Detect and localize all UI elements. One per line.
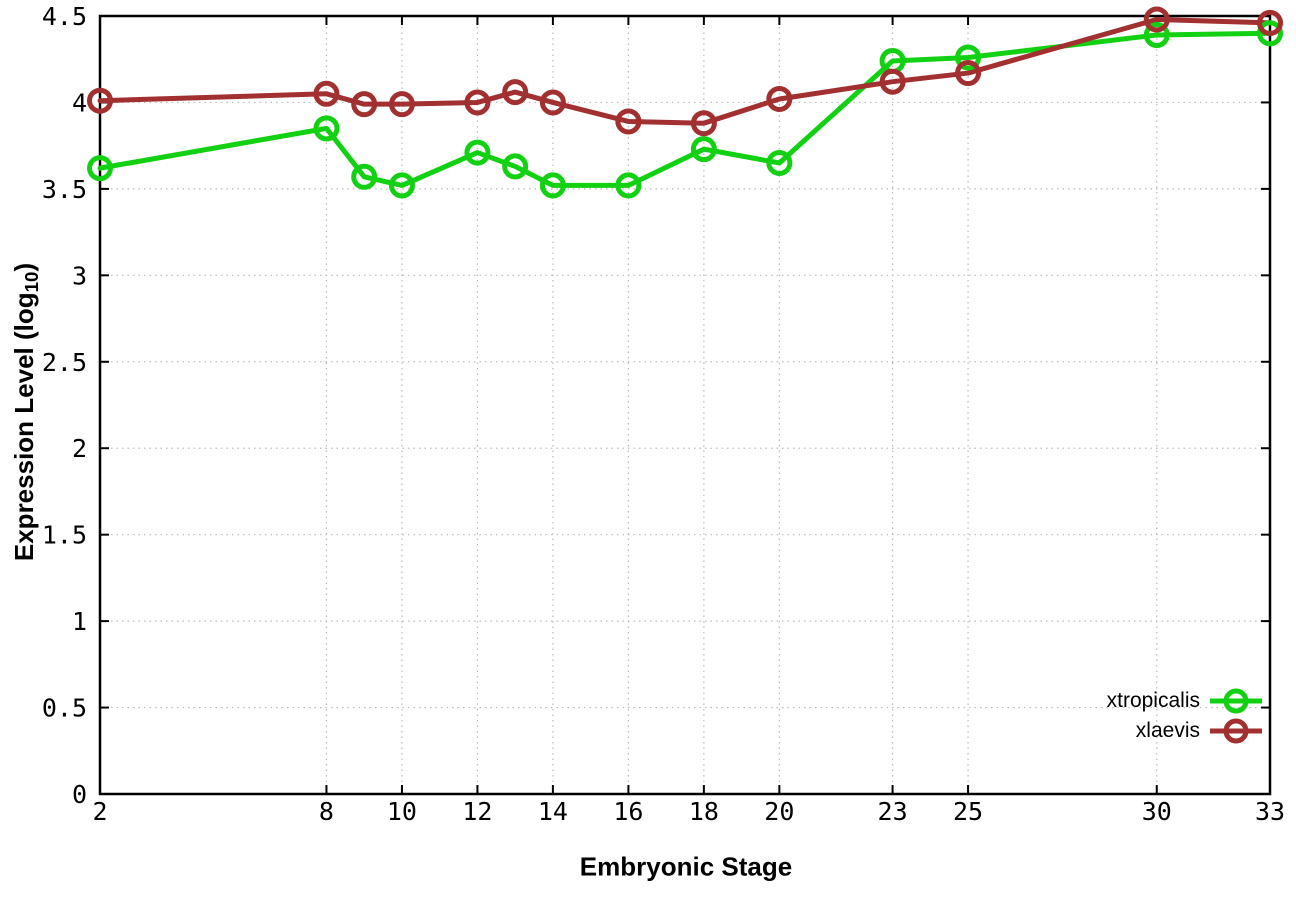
- y-tick-label: 0.5: [42, 694, 87, 723]
- data-point-marker-xlaevis: [539, 89, 566, 116]
- data-point-marker-xtropicalis: [955, 44, 982, 71]
- series-line-xlaevis: [97, 16, 1273, 126]
- data-point-marker-xtropicalis: [539, 172, 566, 199]
- data-point-marker-xtropicalis: [615, 172, 642, 199]
- data-point-marker-xtropicalis: [464, 139, 491, 166]
- data-point-marker-xlaevis: [313, 80, 340, 107]
- data-point-marker-xtropicalis: [388, 172, 415, 199]
- y-tick-label: 1.5: [42, 521, 87, 550]
- y-tick-label: 4.5: [42, 2, 87, 31]
- y-tick-label: 3: [72, 261, 87, 290]
- data-point-marker-xtropicalis: [313, 115, 340, 142]
- y-axis-title-text: Expression Level (log: [9, 292, 40, 562]
- x-tick-label: 33: [1255, 797, 1285, 826]
- legend: xtropicalis xlaevis: [1107, 688, 1262, 744]
- legend-item-xlaevis: xlaevis: [1136, 718, 1262, 744]
- legend-item-xtropicalis: xtropicalis: [1107, 688, 1262, 714]
- data-point-marker-xlaevis: [1257, 9, 1283, 36]
- legend-label-xtropicalis: xtropicalis: [1106, 689, 1200, 712]
- y-tick-label: 0: [72, 780, 87, 809]
- data-point-marker-xtropicalis: [351, 163, 378, 190]
- line-point-sample-icon: [1210, 718, 1262, 744]
- series-line-xtropicalis: [97, 30, 1273, 188]
- y-tick-label: 4: [72, 88, 87, 117]
- x-tick-label: 18: [689, 797, 719, 826]
- x-tick-label: 30: [1142, 797, 1172, 826]
- legend-label-xlaevis: xlaevis: [1135, 719, 1200, 742]
- data-point-marker-xlaevis: [955, 60, 982, 87]
- data-point-marker-xtropicalis: [87, 155, 113, 182]
- data-point-marker-xlaevis: [690, 110, 717, 137]
- y-tick-label: 3.5: [42, 175, 87, 204]
- data-point-marker-xtropicalis: [766, 149, 793, 176]
- y-tick-label: 2.5: [42, 348, 87, 377]
- data-point-marker-xlaevis: [388, 91, 415, 118]
- x-tick-label: 16: [613, 797, 643, 826]
- data-point-marker-xlaevis: [879, 68, 906, 95]
- data-point-marker-xtropicalis: [690, 136, 717, 163]
- line-point-sample-icon: [1210, 688, 1262, 714]
- y-axis-title-subscript: 10: [20, 271, 42, 293]
- data-point-marker-xlaevis: [1143, 6, 1170, 33]
- y-axis-title: Expression Level (log10): [9, 263, 43, 561]
- x-tick-label: 23: [878, 797, 908, 826]
- data-point-marker-xlaevis: [464, 89, 491, 116]
- data-point-marker-xlaevis: [502, 79, 529, 106]
- y-axis-title-suffix: ): [9, 262, 40, 272]
- data-point-marker-xlaevis: [87, 87, 113, 114]
- x-tick-label: 20: [764, 797, 794, 826]
- data-point-marker-xlaevis: [766, 85, 793, 112]
- y-tick-label: 1: [72, 607, 87, 636]
- x-tick-label: 8: [319, 797, 334, 826]
- data-point-marker-xtropicalis: [502, 153, 529, 180]
- data-point-marker-xlaevis: [351, 91, 378, 118]
- y-tick-label: 2: [72, 434, 87, 463]
- x-tick-label: 12: [462, 797, 492, 826]
- x-tick-label: 14: [538, 797, 568, 826]
- x-axis-title: Embryonic Stage: [579, 851, 793, 882]
- data-point-marker-xtropicalis: [1143, 22, 1170, 49]
- x-tick-label: 10: [387, 797, 417, 826]
- data-point-marker-xlaevis: [615, 108, 642, 135]
- data-point-marker-xtropicalis: [1257, 20, 1283, 47]
- x-tick-label: 2: [92, 797, 107, 826]
- x-tick-label: 25: [953, 797, 983, 826]
